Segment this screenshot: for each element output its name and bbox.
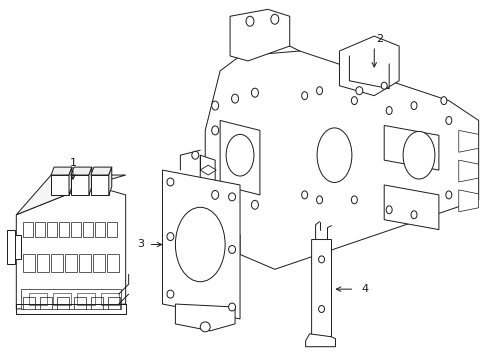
Ellipse shape — [316, 128, 351, 183]
Polygon shape — [53, 293, 71, 305]
Polygon shape — [305, 334, 335, 347]
Polygon shape — [83, 222, 93, 237]
Polygon shape — [71, 222, 81, 237]
Ellipse shape — [301, 191, 307, 199]
Polygon shape — [91, 167, 112, 175]
Polygon shape — [108, 167, 112, 195]
Polygon shape — [384, 185, 438, 230]
Ellipse shape — [211, 126, 218, 135]
Polygon shape — [69, 167, 72, 195]
Ellipse shape — [410, 211, 416, 219]
Ellipse shape — [316, 87, 322, 95]
Ellipse shape — [270, 14, 278, 24]
Ellipse shape — [225, 134, 253, 176]
Polygon shape — [384, 125, 438, 170]
Polygon shape — [339, 36, 398, 96]
Polygon shape — [311, 239, 331, 341]
Polygon shape — [7, 230, 15, 264]
Text: 2: 2 — [375, 34, 382, 44]
Polygon shape — [89, 167, 92, 195]
Polygon shape — [71, 175, 89, 195]
Polygon shape — [16, 175, 125, 215]
Ellipse shape — [166, 178, 174, 186]
Polygon shape — [21, 289, 121, 309]
Polygon shape — [101, 293, 119, 305]
Polygon shape — [200, 155, 215, 190]
Polygon shape — [65, 255, 77, 272]
Ellipse shape — [318, 306, 324, 312]
Polygon shape — [175, 304, 235, 331]
Polygon shape — [51, 167, 72, 175]
Ellipse shape — [301, 92, 307, 100]
Ellipse shape — [440, 96, 446, 105]
Polygon shape — [324, 168, 344, 182]
Polygon shape — [23, 222, 33, 237]
Ellipse shape — [228, 193, 235, 201]
Ellipse shape — [402, 131, 434, 179]
Ellipse shape — [386, 107, 391, 114]
Text: 4: 4 — [361, 284, 367, 294]
Polygon shape — [458, 160, 478, 182]
Polygon shape — [16, 185, 125, 309]
Ellipse shape — [445, 117, 451, 125]
Polygon shape — [205, 51, 478, 269]
Ellipse shape — [245, 16, 253, 26]
Ellipse shape — [251, 201, 258, 209]
Polygon shape — [79, 255, 91, 272]
Polygon shape — [77, 293, 95, 305]
Ellipse shape — [251, 88, 258, 97]
Polygon shape — [29, 293, 47, 305]
Ellipse shape — [211, 190, 218, 199]
Polygon shape — [106, 255, 119, 272]
Ellipse shape — [410, 102, 416, 109]
Polygon shape — [11, 235, 21, 260]
Ellipse shape — [211, 101, 218, 110]
Ellipse shape — [351, 196, 357, 204]
Polygon shape — [458, 190, 478, 212]
Polygon shape — [220, 121, 260, 195]
Text: 3: 3 — [137, 239, 144, 249]
Ellipse shape — [231, 94, 238, 103]
Polygon shape — [37, 255, 49, 272]
Polygon shape — [200, 165, 216, 175]
Ellipse shape — [445, 191, 451, 199]
Ellipse shape — [351, 96, 357, 105]
Ellipse shape — [318, 256, 324, 263]
Ellipse shape — [200, 322, 210, 332]
Ellipse shape — [355, 87, 362, 95]
Polygon shape — [162, 170, 240, 319]
Ellipse shape — [381, 82, 386, 89]
Ellipse shape — [316, 196, 322, 204]
Text: 1: 1 — [69, 158, 76, 168]
Ellipse shape — [166, 290, 174, 298]
Ellipse shape — [191, 151, 198, 159]
Polygon shape — [47, 222, 57, 237]
Polygon shape — [51, 175, 69, 195]
Polygon shape — [93, 255, 104, 272]
Ellipse shape — [175, 207, 224, 282]
Polygon shape — [106, 222, 117, 237]
Polygon shape — [59, 222, 69, 237]
Ellipse shape — [386, 206, 391, 214]
Polygon shape — [23, 255, 35, 272]
Polygon shape — [91, 175, 108, 195]
Ellipse shape — [228, 246, 235, 253]
Polygon shape — [458, 130, 478, 152]
Polygon shape — [35, 222, 45, 237]
Polygon shape — [51, 255, 63, 272]
Polygon shape — [230, 9, 289, 61]
Ellipse shape — [228, 303, 235, 311]
Polygon shape — [95, 222, 104, 237]
Polygon shape — [71, 167, 92, 175]
Ellipse shape — [166, 233, 174, 240]
